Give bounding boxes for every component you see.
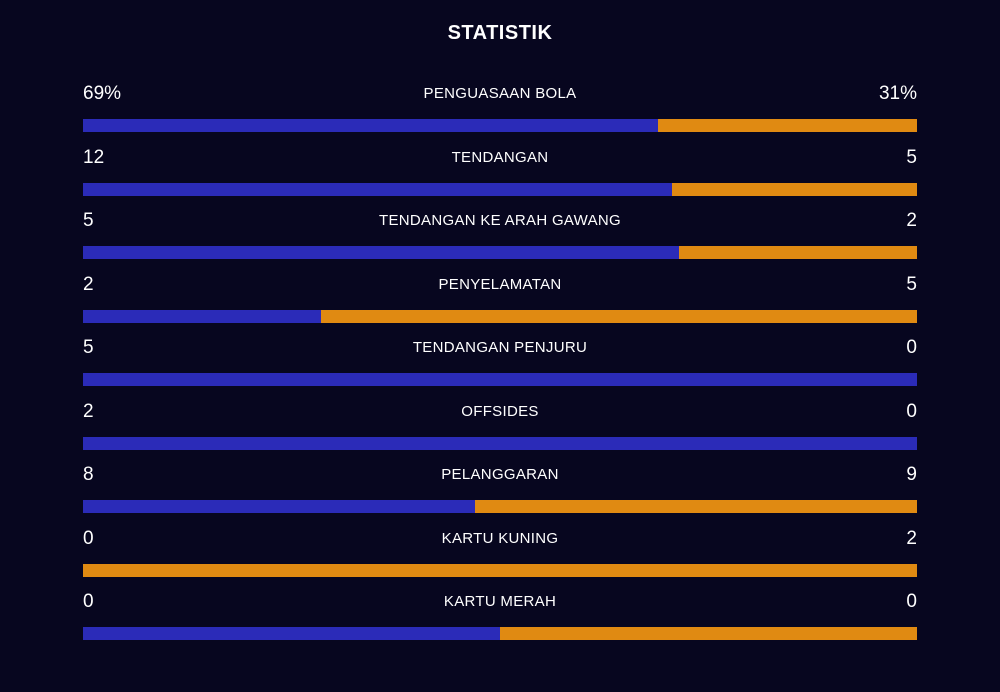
stat-row-red-cards: 0 KARTU MERAH 0 [83,588,917,652]
away-value: 0 [906,400,917,422]
stat-label: TENDANGAN PENJURU [412,339,588,356]
comparison-bar [83,119,917,132]
away-value: 0 [906,337,917,358]
stat-label: TENDANGAN [451,148,549,166]
away-value: 2 [906,527,917,549]
comparison-bar [83,563,917,577]
stat-label: OFFSIDES [461,402,539,420]
home-bar-segment [83,119,659,132]
home-value: 5 [83,337,94,358]
stat-row-shots-on-target: 5 TENDANGAN KE ARAH GAWANG 2 [83,207,917,271]
stat-row-fouls: 8 PELANGGARAN 9 [83,461,917,525]
home-value: 69% [83,83,122,104]
home-value: 0 [83,591,94,612]
stat-label: KARTU MERAH [443,593,557,610]
home-value: 2 [83,273,94,295]
home-value: 12 [83,146,105,168]
away-bar-segment [678,246,917,259]
away-value: 2 [906,210,917,231]
away-value: 31% [878,83,917,104]
stat-label: PENYELAMATAN [438,275,562,293]
stat-row-corners: 5 TENDANGAN PENJURU 0 [83,334,917,398]
away-bar-segment [658,119,917,132]
home-value: 8 [83,464,94,485]
away-bar-segment [321,309,917,323]
home-bar-segment [83,500,476,513]
stat-label: PELANGGARAN [441,466,559,483]
away-bar-segment [83,563,917,577]
away-bar-segment [671,182,917,196]
stats-title: STATISTIK [447,22,553,44]
stat-row-shots: 12 TENDANGAN 5 [83,144,917,208]
away-bar-segment [500,627,917,640]
stats-list: 69% PENGUASAAN BOLA 31% 12 TENDANGAN 5 5… [83,80,917,652]
home-bar-segment [83,627,500,640]
home-value: 2 [83,400,94,422]
stat-label: PENGUASAAN BOLA [423,85,577,102]
away-bar-segment [475,500,917,513]
home-bar-segment [83,309,322,323]
stat-row-yellow-cards: 0 KARTU KUNING 2 [83,525,917,589]
stat-row-offsides: 2 OFFSIDES 0 [83,398,917,462]
home-bar-segment [83,373,917,386]
comparison-bar [83,627,917,640]
home-bar-segment [83,436,917,450]
stat-label: KARTU KUNING [441,529,559,547]
home-value: 0 [83,527,94,549]
stat-row-saves: 2 PENYELAMATAN 5 [83,271,917,335]
stat-label: TENDANGAN KE ARAH GAWANG [379,212,621,229]
comparison-bar [83,309,917,323]
home-bar-segment [83,246,679,259]
comparison-bar [83,246,917,259]
home-bar-segment [83,182,672,196]
comparison-bar [83,500,917,513]
away-value: 5 [906,146,917,168]
stat-row-possession: 69% PENGUASAAN BOLA 31% [83,80,917,144]
comparison-bar [83,182,917,196]
away-value: 5 [906,273,917,295]
home-value: 5 [83,210,94,231]
comparison-bar [83,373,917,386]
away-value: 9 [906,464,917,485]
comparison-bar [83,436,917,450]
away-value: 0 [906,591,917,612]
